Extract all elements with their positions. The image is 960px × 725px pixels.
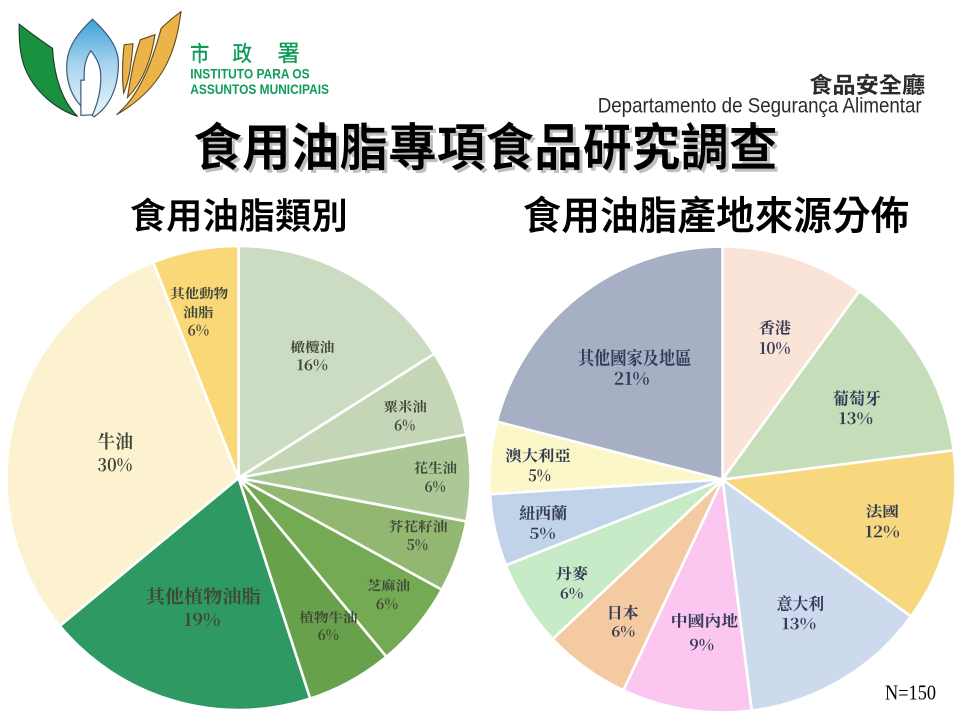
- svg-text:INSTITUTO PARA OS: INSTITUTO PARA OS: [190, 66, 309, 82]
- svg-text:N=150: N=150: [885, 681, 936, 705]
- svg-text:Departamento de Segurança Alim: Departamento de Segurança Alimentar: [598, 95, 922, 118]
- svg-text:ASSUNTOS MUNICIPAIS: ASSUNTOS MUNICIPAIS: [190, 81, 329, 97]
